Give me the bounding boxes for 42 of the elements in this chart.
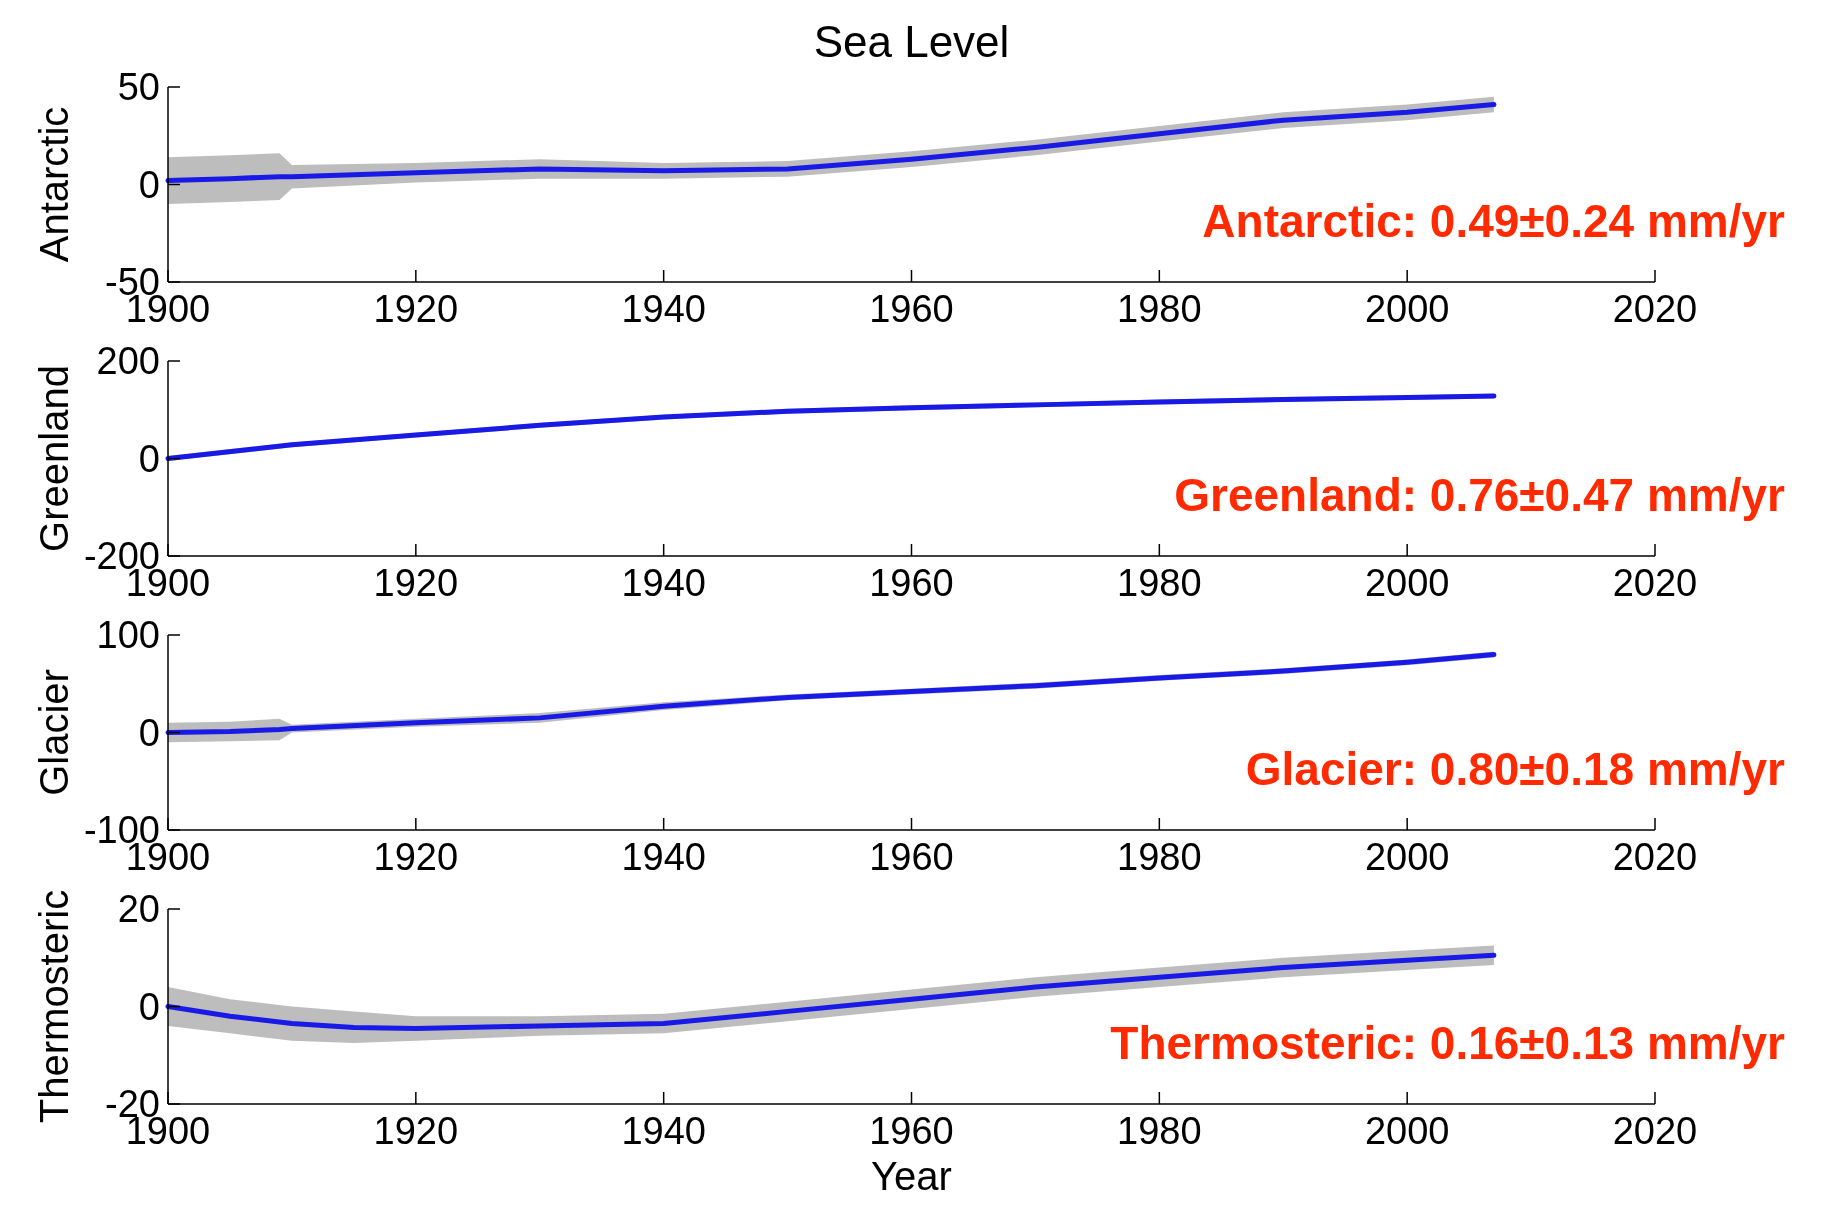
y-tick-label: 200 xyxy=(96,340,160,383)
x-tick-label: 1980 xyxy=(1117,1110,1202,1152)
x-tick-label: 1960 xyxy=(869,1110,954,1152)
y-tick-label: 0 xyxy=(138,985,160,1028)
x-tick-label: 1960 xyxy=(869,836,954,878)
x-tick-label: 1940 xyxy=(621,288,706,330)
x-tick-label: 1920 xyxy=(373,562,459,604)
x-tick-label: 2000 xyxy=(1364,562,1450,604)
x-tick-label: 2000 xyxy=(1364,836,1450,878)
x-tick-label: 2020 xyxy=(1612,288,1698,330)
x-tick-label: 1920 xyxy=(373,1110,459,1152)
x-tick-label: 2000 xyxy=(1364,288,1450,330)
x-axis-title: Year xyxy=(871,1154,952,1198)
annotation: Greenland: 0.76±0.47 mm/yr xyxy=(1174,469,1786,521)
x-tick-label: 1940 xyxy=(621,836,706,878)
annotation: Antarctic: 0.49±0.24 mm/yr xyxy=(1202,195,1786,247)
annotation: Thermosteric: 0.16±0.13 mm/yr xyxy=(1110,1017,1786,1069)
y-axis-title: Antarctic xyxy=(32,106,76,263)
x-tick-label: 1980 xyxy=(1117,562,1202,604)
x-tick-label: 2000 xyxy=(1364,1110,1450,1152)
y-axis-title: Thermosteric xyxy=(32,889,76,1124)
y-tick-label: 0 xyxy=(138,711,160,754)
x-tick-label: 1940 xyxy=(621,562,706,604)
x-tick-label: 1980 xyxy=(1117,288,1202,330)
x-tick-label: 1940 xyxy=(621,1110,706,1152)
x-tick-label: 1920 xyxy=(373,836,459,878)
y-axis-title: Glacier xyxy=(32,669,76,796)
chart-title: Sea Level xyxy=(813,17,1010,66)
y-tick-label: 0 xyxy=(138,437,160,480)
y-axis-title: Greenland xyxy=(32,365,76,552)
annotation: Glacier: 0.80±0.18 mm/yr xyxy=(1245,743,1786,795)
x-tick-label: 2020 xyxy=(1612,1110,1698,1152)
x-tick-label: 2020 xyxy=(1612,562,1698,604)
x-tick-label: 1960 xyxy=(869,288,954,330)
y-tick-label: 0 xyxy=(138,163,160,206)
x-tick-label: 1960 xyxy=(869,562,954,604)
y-tick-label: 100 xyxy=(96,614,160,657)
x-tick-label: 1920 xyxy=(373,288,459,330)
x-tick-label: 2020 xyxy=(1612,836,1698,878)
y-tick-label: 20 xyxy=(117,888,160,931)
y-tick-label: 50 xyxy=(117,66,160,109)
x-tick-label: 1980 xyxy=(1117,836,1202,878)
